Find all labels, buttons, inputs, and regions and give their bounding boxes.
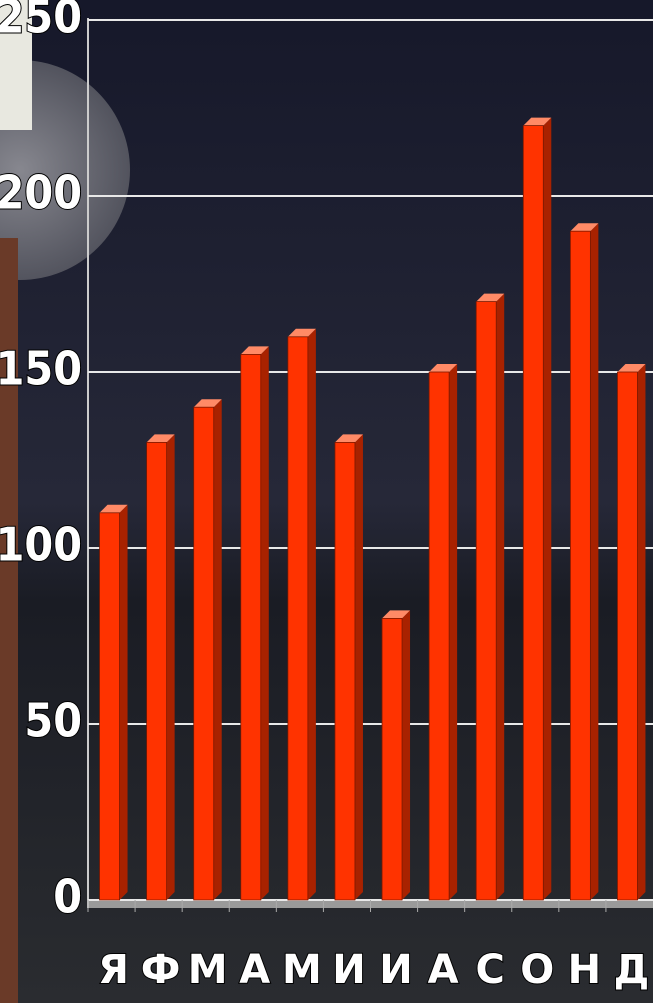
x-tick-label: Д <box>614 947 650 993</box>
y-tick-label: 50 <box>24 694 82 748</box>
y-tick-label: 100 <box>0 518 82 572</box>
bar <box>522 117 552 901</box>
moon <box>0 60 130 280</box>
x-tick-label: И <box>379 947 412 993</box>
y-tick-label: 200 <box>0 166 82 220</box>
y-tick-label: 0 <box>53 870 82 924</box>
x-tick-label: А <box>428 947 459 993</box>
x-tick-label: Ф <box>141 947 181 993</box>
x-tick-label: С <box>476 947 505 993</box>
bar <box>617 364 646 901</box>
bar <box>475 293 505 901</box>
y-tick-label: 250 <box>0 0 82 44</box>
x-tick-label: М <box>282 947 322 993</box>
bar <box>428 364 458 901</box>
x-tick-label: Я <box>98 947 129 993</box>
bar <box>240 346 269 901</box>
bar <box>146 434 175 901</box>
x-tick-label: А <box>239 947 270 993</box>
photo-fragment <box>0 0 32 130</box>
x-tick-label: М <box>188 947 228 993</box>
photo-fragment <box>0 238 18 1003</box>
x-tick-label: Н <box>568 947 601 993</box>
x-tick-label: И <box>332 947 365 993</box>
bar <box>381 610 411 901</box>
bar <box>334 434 363 901</box>
bar <box>287 328 316 901</box>
bar <box>193 399 222 901</box>
x-tick-label: О <box>520 947 554 993</box>
bar <box>99 504 128 901</box>
y-tick-label: 150 <box>0 342 82 396</box>
bar <box>569 223 599 901</box>
